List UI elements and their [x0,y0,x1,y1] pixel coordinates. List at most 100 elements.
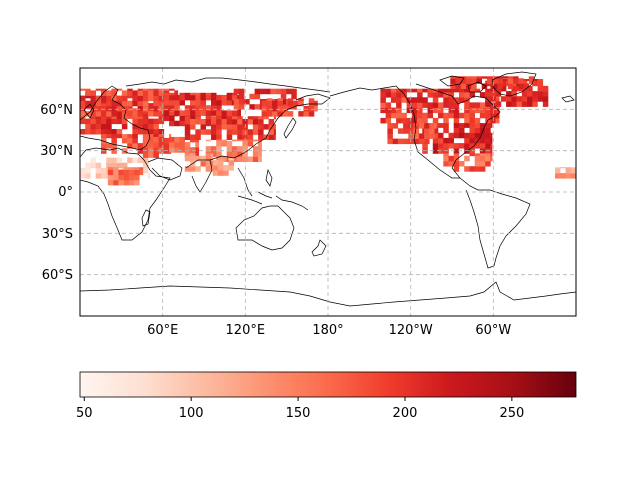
heatmap-cell [532,80,538,87]
heatmap-cell [429,133,435,139]
heatmap-cell [417,88,423,93]
heatmap-cell [132,95,138,102]
heatmap-cell [287,100,294,107]
heatmap-cell [385,92,392,98]
heatmap-cell [190,124,196,130]
heatmap-cell [459,97,465,103]
heatmap-cell [184,119,191,125]
heatmap-cell [474,166,481,172]
heatmap-cell [459,92,465,98]
heatmap-cell [453,112,460,119]
heatmap-cell [474,127,481,134]
heatmap-cell [237,116,243,120]
heatmap-cell [390,107,397,114]
colorbar-tick-label: 100 [179,406,204,421]
heatmap-cell [80,129,86,135]
heatmap-cell [469,102,475,108]
heatmap-cell [195,129,201,135]
heatmap-cell [163,94,170,101]
heatmap-cell [111,129,117,135]
heatmap-cell [252,116,259,120]
heatmap-cell [258,129,264,135]
heatmap-cell [413,123,420,129]
heatmap-cell [432,117,439,124]
heatmap-cell [101,134,107,139]
heatmap-cell [314,100,318,107]
heatmap-cell [502,76,509,79]
heatmap-cell [427,107,433,114]
heatmap-cell [142,105,149,112]
heatmap-cell [455,83,461,89]
heatmap-cell [495,101,502,107]
heatmap-cell [396,112,402,119]
lon-labels: 60°E 120°E 180° 120°W 60°W [147,323,511,338]
heatmap-cell [485,161,491,167]
heatmap-cell [111,137,117,144]
heatmap-cell [237,129,243,135]
heatmap-cell [266,111,273,117]
heatmap-cell [101,167,107,174]
heatmap-cell [453,143,460,149]
heatmap-cell [90,162,96,169]
heatmap-cell [216,151,222,157]
heatmap-cell [453,132,460,139]
heatmap-cell [134,167,140,170]
heatmap-cell [85,88,91,91]
heatmap-cell [216,139,222,142]
heatmap-cell [174,136,180,143]
heatmap-cell [287,111,294,117]
heatmap-cell [387,133,393,139]
heatmap-cell [450,78,456,84]
heatmap-cell [127,157,133,164]
heatmap-cell [184,129,191,135]
heatmap-cell [216,119,222,125]
heatmap-cell [390,88,397,93]
heatmap-cell [303,111,309,117]
heatmap-cell [453,127,460,134]
heatmap-cell [555,173,561,179]
heatmap-cell [218,165,224,171]
heatmap-cell [106,111,112,117]
heatmap-cell [195,100,201,106]
heatmap-cell [132,129,138,135]
heatmap-cell [418,133,425,139]
heatmap-cell [221,141,227,147]
map-frame [79,67,577,317]
heatmap-cell [521,101,528,107]
heatmap-cell [163,88,170,91]
heatmap-cell [95,118,102,125]
heatmap-cell [106,134,112,139]
heatmap-cell [490,153,493,157]
heatmap-cell [469,112,475,119]
heatmap-cell [459,88,465,93]
heatmap-cell [521,80,528,87]
heatmap-cell [134,169,140,176]
heatmap-cell [380,117,386,124]
heatmap-cell [448,137,454,144]
heatmap-cell [459,143,465,149]
heatmap-cell [137,108,144,114]
heatmap-cell [195,116,201,120]
heatmap-cell [387,123,393,129]
heatmap-cell [385,112,392,119]
heatmap-cell [137,95,144,102]
heatmap-cell [153,142,159,148]
heatmap-cell [184,142,191,148]
heatmap-cell [95,123,102,130]
heatmap-cell [464,137,470,144]
heatmap-cell [258,141,262,147]
heatmap-cell [417,107,423,114]
heatmap-cell [195,105,201,111]
heatmap-cell [479,107,486,114]
heatmap-cell [148,118,154,125]
heatmap-cell [216,134,222,140]
heatmap-cell [80,108,86,114]
lon-label: 60°E [147,323,178,338]
heatmap-cell [443,143,449,149]
heatmap-cell [513,76,519,79]
heatmap-cell [226,110,233,116]
heatmap-cell [116,129,123,135]
heatmap-cell [506,91,512,97]
heatmap-cell [184,94,191,101]
heatmap-cell [455,78,461,84]
